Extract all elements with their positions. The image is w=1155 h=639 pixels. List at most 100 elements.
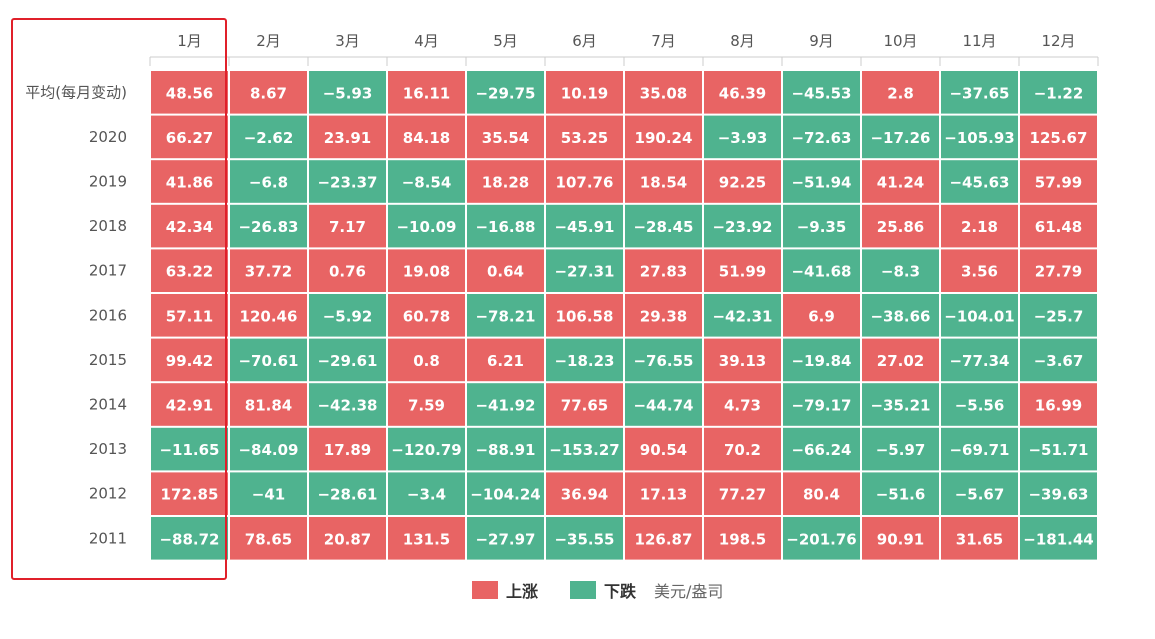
heatmap-cell[interactable] bbox=[862, 472, 939, 515]
heatmap-cell[interactable] bbox=[309, 115, 386, 159]
heatmap-cell[interactable] bbox=[862, 294, 939, 337]
heatmap-cell[interactable] bbox=[388, 249, 465, 292]
heatmap-cell[interactable] bbox=[309, 427, 386, 471]
heatmap-cell[interactable] bbox=[783, 472, 860, 515]
heatmap-cell[interactable] bbox=[309, 338, 386, 382]
heatmap-cell[interactable] bbox=[1020, 115, 1097, 159]
heatmap-cell[interactable] bbox=[1020, 294, 1097, 337]
heatmap-cell[interactable] bbox=[151, 517, 228, 560]
legend-item-up[interactable]: 上涨 bbox=[472, 578, 538, 602]
heatmap-cell[interactable] bbox=[625, 338, 702, 382]
heatmap-cell[interactable] bbox=[546, 160, 623, 203]
heatmap-cell[interactable] bbox=[862, 383, 939, 426]
heatmap-cell[interactable] bbox=[783, 71, 860, 114]
heatmap-cell[interactable] bbox=[941, 204, 1018, 248]
heatmap-cell[interactable] bbox=[783, 294, 860, 337]
heatmap-cell[interactable] bbox=[309, 204, 386, 248]
heatmap-cell[interactable] bbox=[704, 338, 781, 382]
heatmap-cell[interactable] bbox=[546, 115, 623, 159]
heatmap-cell[interactable] bbox=[230, 249, 307, 292]
heatmap-cell[interactable] bbox=[783, 204, 860, 248]
heatmap-cell[interactable] bbox=[388, 294, 465, 337]
heatmap-cell[interactable] bbox=[941, 160, 1018, 203]
heatmap-cell[interactable] bbox=[546, 383, 623, 426]
heatmap-cell[interactable] bbox=[467, 472, 544, 515]
heatmap-cell[interactable] bbox=[151, 249, 228, 292]
heatmap-cell[interactable] bbox=[704, 294, 781, 337]
heatmap-cell[interactable] bbox=[309, 517, 386, 560]
heatmap-cell[interactable] bbox=[388, 517, 465, 560]
heatmap-cell[interactable] bbox=[625, 517, 702, 560]
heatmap-cell[interactable] bbox=[625, 427, 702, 471]
heatmap-cell[interactable] bbox=[546, 338, 623, 382]
heatmap-cell[interactable] bbox=[625, 204, 702, 248]
heatmap-cell[interactable] bbox=[783, 249, 860, 292]
heatmap-cell[interactable] bbox=[546, 71, 623, 114]
heatmap-cell[interactable] bbox=[941, 427, 1018, 471]
heatmap-cell[interactable] bbox=[625, 383, 702, 426]
heatmap-cell[interactable] bbox=[704, 517, 781, 560]
heatmap-cell[interactable] bbox=[941, 294, 1018, 337]
heatmap-cell[interactable] bbox=[783, 383, 860, 426]
heatmap-cell[interactable] bbox=[388, 204, 465, 248]
heatmap-cell[interactable] bbox=[388, 427, 465, 471]
heatmap-cell[interactable] bbox=[230, 71, 307, 114]
heatmap-cell[interactable] bbox=[309, 249, 386, 292]
heatmap-cell[interactable] bbox=[704, 427, 781, 471]
heatmap-cell[interactable] bbox=[862, 160, 939, 203]
heatmap-cell[interactable] bbox=[625, 294, 702, 337]
heatmap-cell[interactable] bbox=[625, 160, 702, 203]
heatmap-cell[interactable] bbox=[151, 472, 228, 515]
heatmap-cell[interactable] bbox=[467, 427, 544, 471]
heatmap-cell[interactable] bbox=[151, 427, 228, 471]
heatmap-cell[interactable] bbox=[1020, 383, 1097, 426]
heatmap-cell[interactable] bbox=[704, 71, 781, 114]
heatmap-cell[interactable] bbox=[467, 115, 544, 159]
heatmap-cell[interactable] bbox=[309, 294, 386, 337]
heatmap-cell[interactable] bbox=[625, 472, 702, 515]
heatmap-cell[interactable] bbox=[704, 472, 781, 515]
heatmap-cell[interactable] bbox=[704, 204, 781, 248]
heatmap-cell[interactable] bbox=[862, 338, 939, 382]
heatmap-cell[interactable] bbox=[388, 115, 465, 159]
heatmap-cell[interactable] bbox=[309, 383, 386, 426]
heatmap-cell[interactable] bbox=[941, 383, 1018, 426]
heatmap-cell[interactable] bbox=[862, 517, 939, 560]
heatmap-cell[interactable] bbox=[546, 294, 623, 337]
heatmap-cell[interactable] bbox=[783, 160, 860, 203]
heatmap-cell[interactable] bbox=[467, 294, 544, 337]
heatmap-cell[interactable] bbox=[862, 115, 939, 159]
heatmap-cell[interactable] bbox=[230, 115, 307, 159]
legend-item-down[interactable]: 下跌 bbox=[570, 578, 636, 602]
heatmap-cell[interactable] bbox=[704, 115, 781, 159]
heatmap-cell[interactable] bbox=[1020, 160, 1097, 203]
heatmap-cell[interactable] bbox=[1020, 249, 1097, 292]
heatmap-cell[interactable] bbox=[862, 249, 939, 292]
heatmap-cell[interactable] bbox=[862, 71, 939, 114]
heatmap-cell[interactable] bbox=[388, 472, 465, 515]
heatmap-cell[interactable] bbox=[941, 249, 1018, 292]
heatmap-cell[interactable] bbox=[546, 204, 623, 248]
heatmap-cell[interactable] bbox=[309, 472, 386, 515]
heatmap-cell[interactable] bbox=[467, 204, 544, 248]
heatmap-cell[interactable] bbox=[862, 204, 939, 248]
heatmap-cell[interactable] bbox=[941, 472, 1018, 515]
heatmap-cell[interactable] bbox=[546, 472, 623, 515]
heatmap-cell[interactable] bbox=[1020, 517, 1097, 560]
heatmap-cell[interactable] bbox=[151, 294, 228, 337]
heatmap-cell[interactable] bbox=[309, 71, 386, 114]
heatmap-cell[interactable] bbox=[704, 249, 781, 292]
heatmap-cell[interactable] bbox=[546, 517, 623, 560]
heatmap-cell[interactable] bbox=[230, 427, 307, 471]
heatmap-cell[interactable] bbox=[1020, 427, 1097, 471]
heatmap-cell[interactable] bbox=[546, 427, 623, 471]
heatmap-cell[interactable] bbox=[388, 383, 465, 426]
heatmap-cell[interactable] bbox=[230, 472, 307, 515]
heatmap-cell[interactable] bbox=[151, 160, 228, 203]
heatmap-cell[interactable] bbox=[151, 383, 228, 426]
heatmap-cell[interactable] bbox=[783, 427, 860, 471]
heatmap-cell[interactable] bbox=[625, 115, 702, 159]
heatmap-cell[interactable] bbox=[151, 338, 228, 382]
heatmap-cell[interactable] bbox=[1020, 71, 1097, 114]
heatmap-cell[interactable] bbox=[704, 160, 781, 203]
